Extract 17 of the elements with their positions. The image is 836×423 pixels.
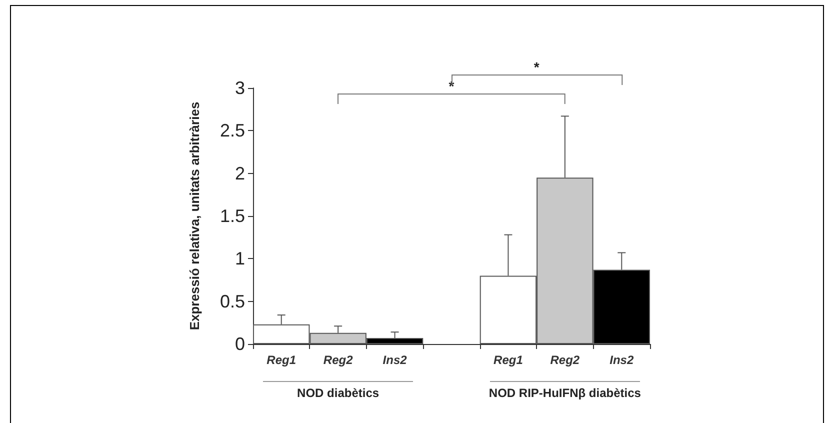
y-tick-label: 2.5: [220, 120, 245, 141]
x-tick-label: Reg2: [323, 353, 354, 367]
x-tick-label: Ins2: [610, 353, 634, 367]
y-axis-title: Expressió relativa, unitats arbitràries: [187, 102, 202, 330]
y-tick-label: 0.5: [220, 291, 245, 312]
y-tick-label: 3: [234, 78, 245, 98]
x-tick-label: Reg1: [266, 353, 296, 367]
y-tick-label: 2: [234, 163, 245, 184]
x-tick-label: Reg1: [494, 353, 524, 367]
x-tick-label: Ins2: [382, 353, 408, 367]
y-tick-label: 1: [234, 248, 245, 269]
text: *: [534, 59, 540, 76]
y-tick-label: 0: [234, 334, 245, 354]
y-tick-label: 1.5: [220, 206, 245, 226]
text: NOD RIP-HuIFNβ diabètics: [488, 386, 641, 400]
text: NOD diabètics: [297, 386, 380, 400]
x-tick-label: Reg2: [550, 353, 580, 367]
